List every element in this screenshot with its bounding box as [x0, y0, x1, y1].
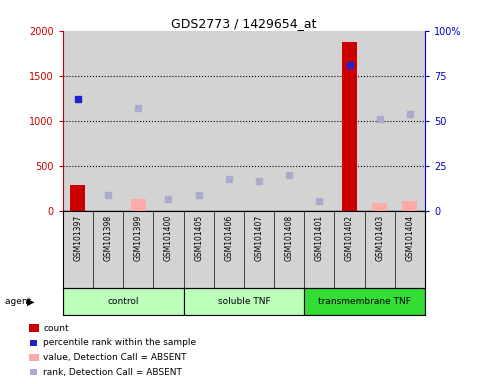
Text: GSM101399: GSM101399 — [134, 215, 143, 261]
Bar — [63, 288, 184, 315]
Text: value, Detection Call = ABSENT: value, Detection Call = ABSENT — [43, 353, 187, 362]
Bar — [372, 203, 387, 211]
Text: percentile rank within the sample: percentile rank within the sample — [43, 338, 197, 348]
Text: GSM101400: GSM101400 — [164, 215, 173, 261]
Text: GSM101403: GSM101403 — [375, 215, 384, 261]
Text: GSM101404: GSM101404 — [405, 215, 414, 261]
Text: rank, Detection Call = ABSENT: rank, Detection Call = ABSENT — [43, 367, 183, 377]
Title: GDS2773 / 1429654_at: GDS2773 / 1429654_at — [171, 17, 317, 30]
Text: agent: agent — [5, 297, 34, 306]
Text: soluble TNF: soluble TNF — [218, 297, 270, 306]
Text: GSM101406: GSM101406 — [224, 215, 233, 261]
Text: GSM101398: GSM101398 — [103, 215, 113, 261]
Bar — [402, 201, 417, 211]
Text: GSM101401: GSM101401 — [315, 215, 324, 261]
Text: transmembrane TNF: transmembrane TNF — [318, 297, 411, 306]
Text: ▶: ▶ — [27, 296, 34, 306]
Text: GSM101405: GSM101405 — [194, 215, 203, 261]
Text: count: count — [43, 324, 69, 333]
Text: GSM101397: GSM101397 — [73, 215, 83, 261]
Bar — [71, 185, 85, 211]
Bar — [342, 43, 357, 211]
Text: GSM101408: GSM101408 — [284, 215, 294, 261]
Bar — [304, 288, 425, 315]
Text: control: control — [107, 297, 139, 306]
Bar — [131, 199, 146, 211]
Bar — [184, 288, 304, 315]
Text: GSM101402: GSM101402 — [345, 215, 354, 261]
Text: GSM101407: GSM101407 — [255, 215, 264, 261]
